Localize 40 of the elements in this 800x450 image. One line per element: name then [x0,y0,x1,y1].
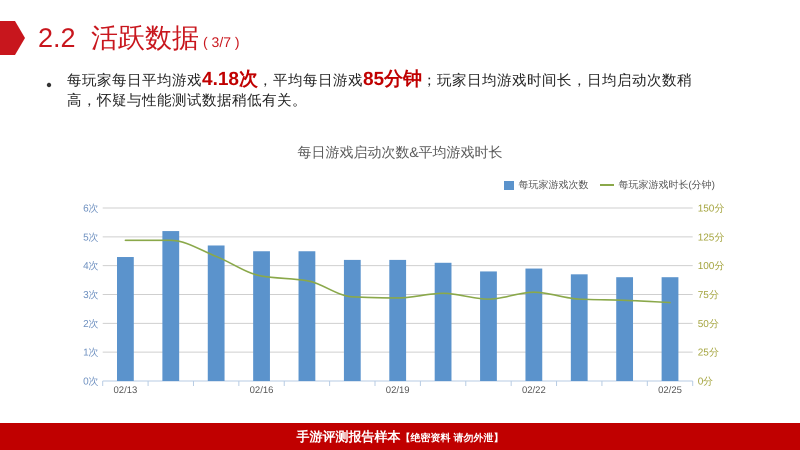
text: 2.2 活跃数据 [38,22,200,54]
text: 【绝密资料 请勿外泄】 [400,433,504,444]
text: ( 3/7 ) [203,33,240,51]
y2-tick-label: 50分 [698,318,719,330]
bar [389,260,406,381]
y-tick-label: 2次 [83,318,99,330]
bar [208,245,225,381]
bar [344,260,361,381]
text: 每玩家每日平均游戏4.18次，平均每日游戏85分钟；玩家日均游戏时间长，日均启动次数稍高，怀疑与性能测试数据稍低有关。 [67,69,692,109]
bar [570,274,588,381]
chart-title: 每日游戏启动次数&平均游戏时长 [297,144,503,160]
bar [116,257,134,381]
y-tick-label: 6次 [83,204,99,214]
y2-tick-label: 125分 [698,231,724,244]
legend-label: 每玩家游戏时长(分钟) [618,178,715,192]
x-tick-label: 02/22 [522,385,546,396]
y-tick-label: 0次 [83,376,99,388]
bar [662,277,678,381]
x-tick-label: 02/25 [658,385,682,396]
x-tick-label: 02/13 [114,385,138,396]
y2-tick-label: 150分 [698,202,724,214]
x-tick-label: 02/19 [386,385,410,396]
bar [525,268,542,381]
y-tick-label: 1次 [83,348,99,359]
x-tick-label: 02/16 [250,385,274,396]
text: 手游评测报告样本 [296,429,401,444]
bar [298,251,316,381]
y2-tick-label: 25分 [698,346,719,359]
legend-label: 每玩家游戏次数 [518,178,588,192]
y-tick-label: 5次 [83,232,99,244]
bar [253,251,270,381]
bar [616,277,634,381]
y-tick-label: 3次 [83,290,99,301]
bar [434,262,452,381]
y2-tick-label: 100分 [698,260,724,272]
bar [162,231,180,381]
bar [480,271,497,381]
y2-tick-label: 0分 [698,376,714,388]
y2-tick-label: 75分 [698,289,719,301]
y-tick-label: 4次 [83,261,99,272]
